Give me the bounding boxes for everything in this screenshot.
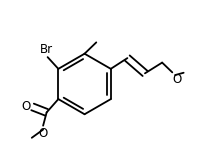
Text: O: O bbox=[21, 100, 31, 113]
Text: O: O bbox=[38, 127, 48, 140]
Text: Br: Br bbox=[40, 43, 53, 56]
Text: O: O bbox=[173, 73, 182, 86]
